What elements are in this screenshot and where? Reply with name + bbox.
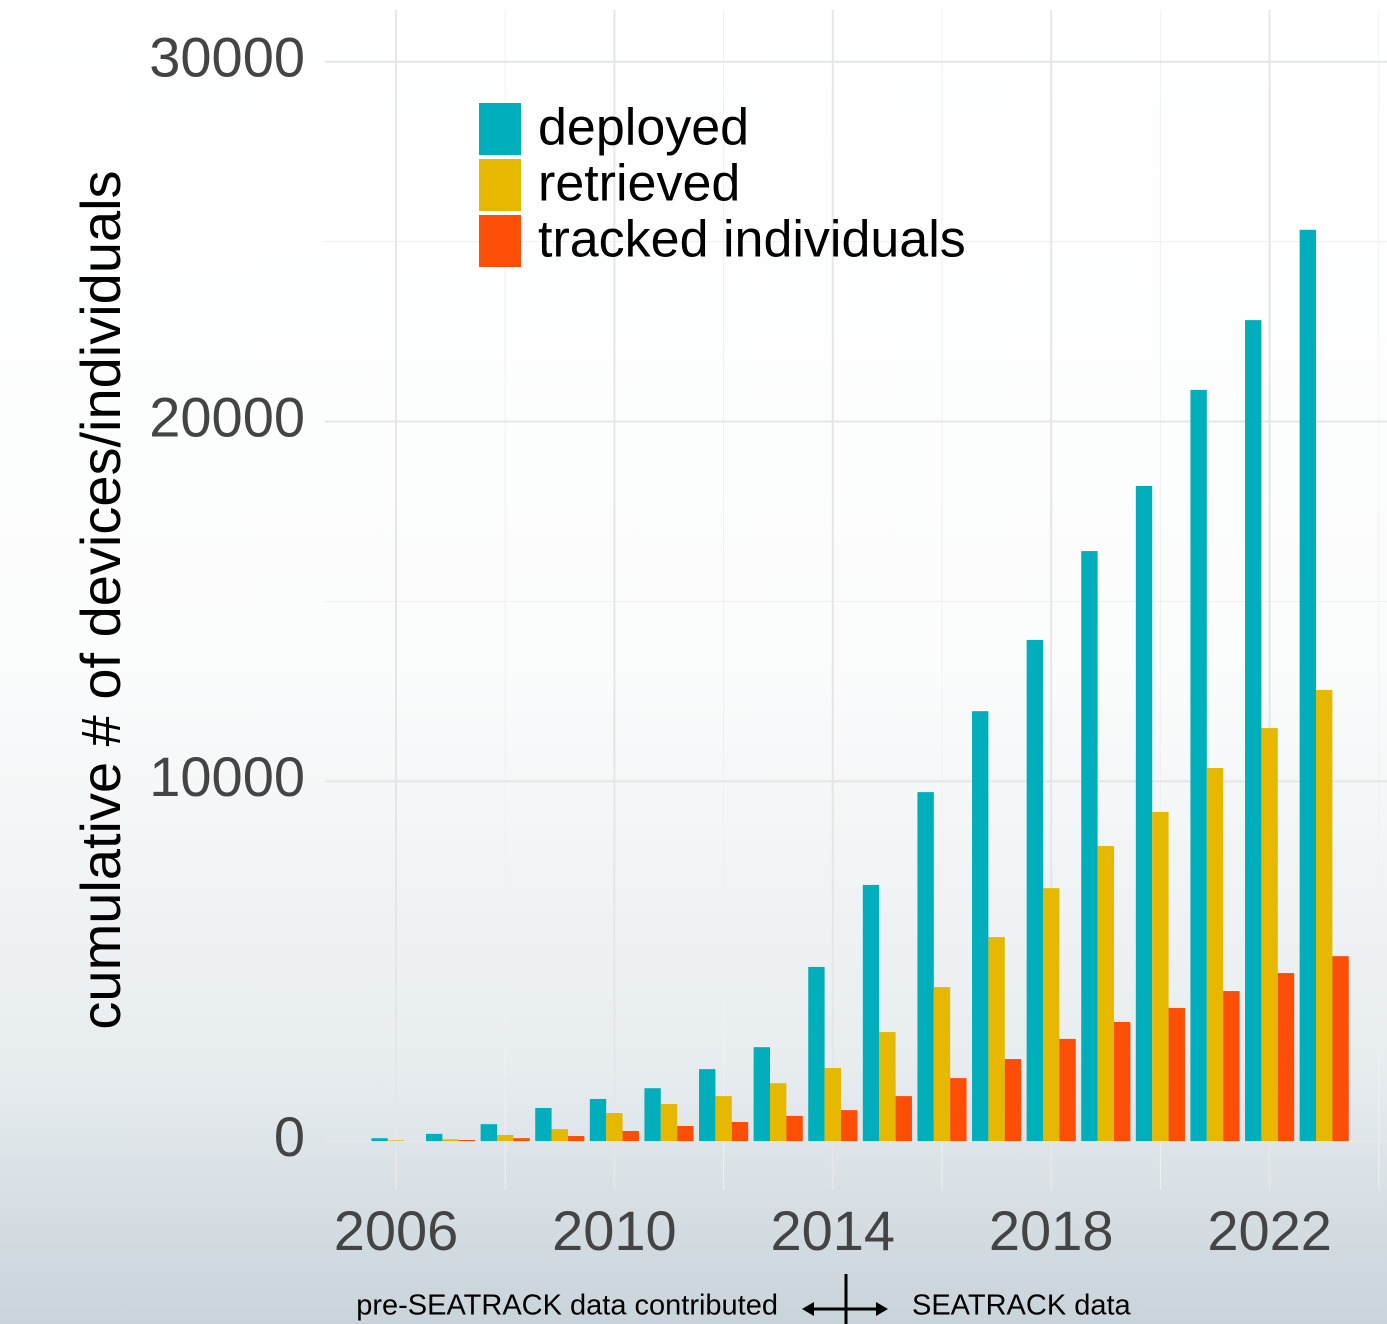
bar: [841, 1110, 857, 1141]
bar: [1098, 846, 1114, 1141]
bar: [677, 1126, 693, 1141]
bar: [754, 1047, 770, 1141]
bar: [808, 967, 824, 1141]
bar: [988, 937, 1004, 1141]
bar: [1223, 991, 1239, 1141]
bar: [786, 1116, 802, 1141]
bar: [1245, 320, 1261, 1141]
bar: [1300, 230, 1316, 1141]
bar: [879, 1032, 895, 1141]
bar: [896, 1096, 912, 1141]
bar: [481, 1124, 497, 1141]
bar: [1005, 1059, 1021, 1141]
bar: [1316, 690, 1332, 1141]
x-tick-label: 2006: [334, 1199, 459, 1262]
y-axis-title: cumulative # of devices/individuals: [69, 170, 132, 1029]
bar: [661, 1104, 677, 1141]
bar: [950, 1078, 966, 1141]
bar: [1081, 551, 1097, 1141]
legend-swatch: [479, 103, 521, 155]
bar: [623, 1131, 639, 1141]
bar: [1027, 640, 1043, 1141]
x-tick-label: 2022: [1207, 1199, 1332, 1262]
bar: [699, 1069, 715, 1141]
bar: [715, 1096, 731, 1141]
bar: [513, 1138, 529, 1141]
bar: [442, 1139, 458, 1141]
y-tick-label: 30000: [149, 26, 305, 89]
bar: [568, 1136, 584, 1141]
bar: [590, 1099, 606, 1141]
chart: cumulative # of devices/individuals pre-…: [0, 0, 1387, 1324]
bar: [459, 1140, 475, 1141]
bar: [1332, 956, 1348, 1141]
bar: [388, 1140, 404, 1141]
bar: [606, 1113, 622, 1141]
legend-label: tracked individuals: [538, 211, 966, 269]
bar: [972, 711, 988, 1141]
page: cumulative # of devices/individuals pre-…: [0, 0, 1387, 1324]
legend-swatch: [479, 159, 521, 211]
legend-swatch: [479, 215, 521, 267]
bar: [1207, 768, 1223, 1141]
bar: [497, 1135, 513, 1141]
y-tick-label: 20000: [149, 385, 305, 448]
bar: [1059, 1039, 1075, 1141]
bar: [863, 885, 879, 1141]
bar: [1043, 888, 1059, 1141]
x-tick-label: 2018: [989, 1199, 1114, 1262]
bar: [1169, 1008, 1185, 1141]
bar: [371, 1138, 387, 1141]
legend-label: deployed: [538, 99, 749, 157]
bar: [917, 792, 933, 1141]
x-tick-label: 2010: [552, 1199, 677, 1262]
bar: [1136, 486, 1152, 1141]
bar: [535, 1108, 551, 1141]
legend-label: retrieved: [538, 155, 740, 213]
bar: [552, 1129, 568, 1141]
bar: [1190, 390, 1206, 1141]
bar: [1261, 728, 1277, 1141]
bar: [825, 1068, 841, 1141]
bar: [732, 1122, 748, 1141]
annotation: pre-SEATRACK data contributed: [356, 1290, 778, 1322]
bar: [934, 987, 950, 1141]
bar: [644, 1088, 660, 1141]
annotation: SEATRACK data: [912, 1290, 1132, 1322]
x-tick-label: 2014: [771, 1199, 896, 1262]
bar: [1114, 1022, 1130, 1141]
bar: [426, 1134, 442, 1141]
y-tick-label: 10000: [149, 745, 305, 808]
bar: [1152, 812, 1168, 1141]
bar: [1278, 973, 1294, 1141]
bar: [770, 1083, 786, 1141]
y-tick-label: 0: [274, 1105, 305, 1168]
